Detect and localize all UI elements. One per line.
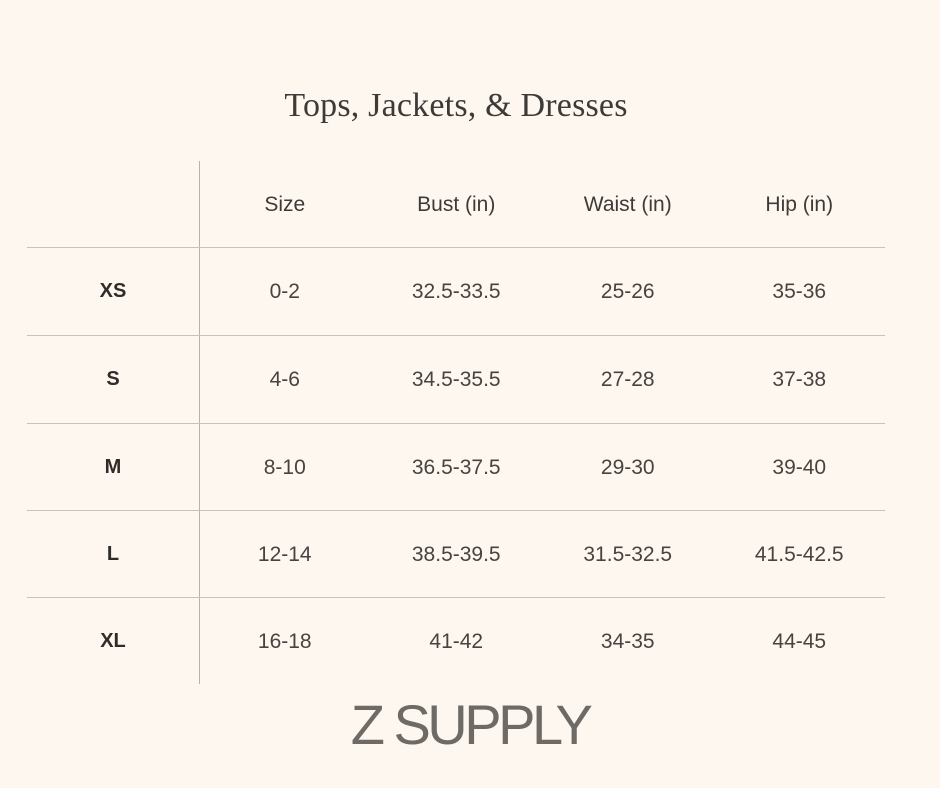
svg-text:Z SUPPLY: Z SUPPLY: [351, 693, 593, 750]
